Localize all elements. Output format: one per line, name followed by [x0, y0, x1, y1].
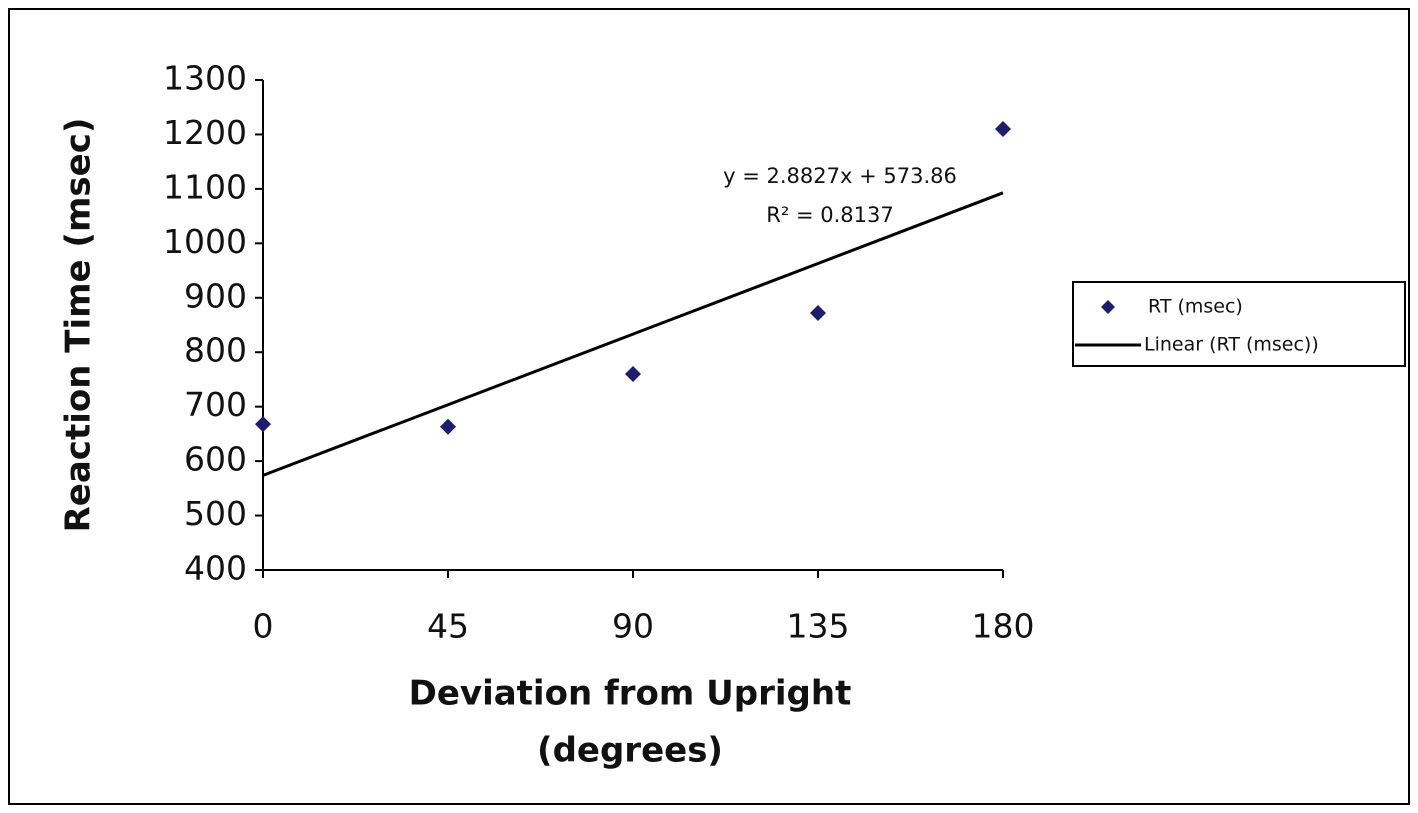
- legend-box: [1072, 281, 1406, 367]
- chart-frame: [8, 8, 1410, 805]
- x-tick-label: 0: [253, 607, 274, 646]
- trend-line: [262, 191, 1004, 477]
- data-point: [625, 366, 641, 382]
- y-axis-title: Reaction Time (msec): [59, 118, 99, 533]
- y-tick-label: 400: [184, 549, 247, 588]
- x-tick-label: 135: [787, 607, 850, 646]
- x-tick-label: 180: [972, 607, 1035, 646]
- data-point: [440, 418, 456, 435]
- r-squared: R² = 0.8137: [766, 203, 893, 227]
- y-tick-label: 1300: [163, 59, 247, 98]
- x-axis-title: Deviation from Upright: [409, 674, 852, 714]
- y-tick-label: 500: [184, 494, 247, 533]
- legend-label: Linear (RT (msec)): [1144, 334, 1319, 356]
- data-point: [995, 121, 1011, 137]
- y-tick-label: 1000: [163, 222, 247, 261]
- y-tick-label: 900: [184, 276, 247, 315]
- legend-label: RT (msec): [1148, 296, 1243, 318]
- y-tick-label: 1200: [163, 113, 247, 152]
- y-tick-label: 700: [184, 385, 247, 424]
- x-tick-label: 90: [612, 607, 654, 646]
- equation: y = 2.8827x + 573.86: [723, 164, 957, 188]
- y-tick-label: 1100: [163, 167, 247, 206]
- legend-marker: [1101, 300, 1115, 314]
- x-tick-label: 45: [427, 607, 469, 646]
- data-point: [810, 305, 826, 322]
- y-tick-label: 600: [184, 440, 247, 479]
- y-tick-label: 800: [184, 331, 247, 370]
- x-axis-title: (degrees): [537, 731, 723, 771]
- data-point: [255, 416, 271, 433]
